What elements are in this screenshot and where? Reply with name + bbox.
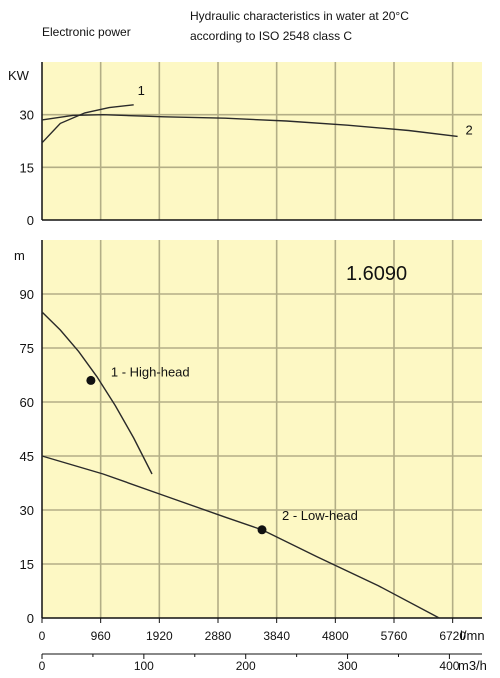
- x-tick-label-lmn: 5760: [381, 629, 408, 643]
- x-axis-label-m3h: m3/h: [458, 658, 487, 673]
- x-tick-label-m3h: 100: [134, 659, 154, 673]
- x-tick-label-lmn: 1920: [146, 629, 173, 643]
- y-tick-label: 15: [20, 557, 34, 572]
- header-hydraulic-line1: Hydraulic characteristics in water at 20…: [190, 9, 409, 23]
- x-tick-label-lmn: 4800: [322, 629, 349, 643]
- duty-point-marker: [258, 525, 267, 534]
- head-curve-label: 2 - Low-head: [282, 508, 358, 523]
- x-tick-label-lmn: 3840: [263, 629, 290, 643]
- head-y-ticks: 0 15 30 45 60 75 90: [20, 287, 34, 626]
- x-tick-label-m3h: 400: [439, 659, 459, 673]
- power-panel-background: [42, 62, 482, 220]
- y-tick-label: 30: [20, 108, 34, 123]
- head-y-axis-label: m: [14, 248, 25, 263]
- power-y-axis-label: KW: [8, 68, 30, 83]
- power-curve-label: 1: [138, 83, 145, 98]
- head-panel-background: [42, 240, 482, 618]
- y-tick-label: 15: [20, 160, 34, 175]
- duty-point-marker: [86, 376, 95, 385]
- head-x-ticks-m3h: 0 100 200 300 400: [39, 654, 482, 673]
- head-x-ticks-lmn: 0 960 1920 2880 3840 4800 5760 6720: [39, 618, 467, 643]
- power-curve-label: 2: [466, 122, 473, 137]
- head-curve-label: 1 - High-head: [111, 364, 190, 379]
- y-tick-label: 0: [27, 213, 34, 228]
- x-axis-label-lmn: l/mn: [460, 628, 485, 643]
- y-tick-label: 45: [20, 449, 34, 464]
- x-tick-label-lmn: 2880: [205, 629, 232, 643]
- chart-model-number: 1.6090: [346, 263, 407, 285]
- x-tick-label-m3h: 200: [236, 659, 256, 673]
- y-tick-label: 60: [20, 395, 34, 410]
- header-hydraulic-line2: according to ISO 2548 class C: [190, 29, 352, 43]
- y-tick-label: 0: [27, 611, 34, 626]
- header-electronic-power: Electronic power: [42, 25, 131, 39]
- x-tick-label-lmn: 0: [39, 629, 46, 643]
- power-y-ticks: 0 15 30: [20, 108, 34, 228]
- y-tick-label: 30: [20, 503, 34, 518]
- x-tick-label-m3h: 0: [39, 659, 46, 673]
- y-tick-label: 75: [20, 341, 34, 356]
- x-tick-label-m3h: 300: [338, 659, 358, 673]
- x-tick-label-lmn: 960: [91, 629, 111, 643]
- y-tick-label: 90: [20, 287, 34, 302]
